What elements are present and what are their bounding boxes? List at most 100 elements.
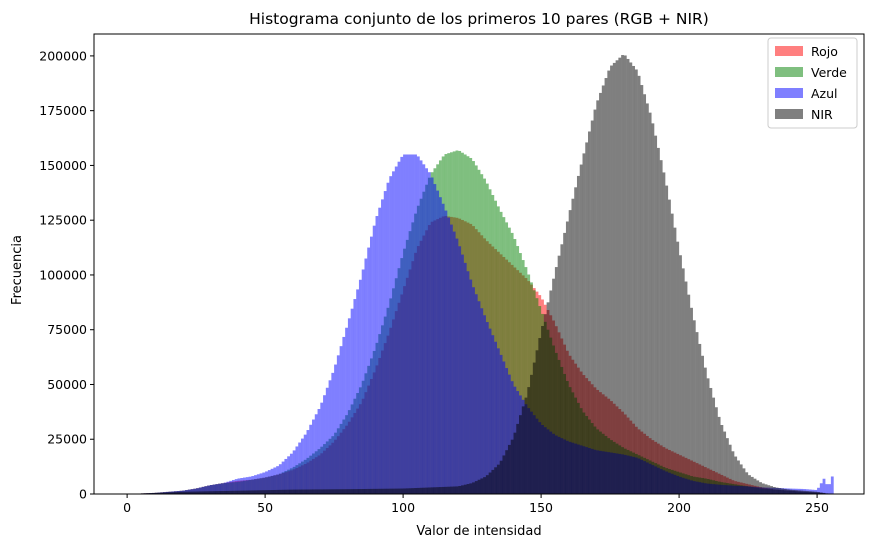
histogram-bar [364,488,368,494]
histogram-bar [541,325,544,494]
legend-label: Azul [811,86,838,101]
legend-label: Verde [811,65,847,80]
histogram-bar [190,489,194,494]
histogram-bar [505,222,509,494]
histogram-bar [618,57,622,494]
histogram-bar [433,487,437,494]
histogram-bar [640,85,644,494]
histogram-bar [770,486,773,494]
histogram-bar [819,483,823,494]
histogram-bar [477,301,481,494]
histogram-bar [298,489,302,494]
histogram-bar [433,184,437,495]
histogram-bar [174,492,177,494]
histogram-bar [485,475,489,494]
histogram-bar [334,489,337,494]
histogram-bar [369,488,373,494]
y-tick-label: 150000 [39,158,87,173]
histogram-bar [287,456,290,494]
histogram-bar [703,367,707,494]
histogram-bar [783,488,787,494]
histogram-bar [792,489,796,494]
x-tick-label: 100 [391,500,415,515]
histogram-bar [750,476,754,494]
histogram-bar [632,65,635,494]
histogram-bar [267,470,271,494]
legend-label: NIR [811,107,833,122]
legend-swatch [775,88,803,98]
histogram-bar [775,487,779,494]
histogram-bar [375,488,379,494]
histogram-bar [761,483,765,494]
histogram-bar [527,387,531,494]
histogram-bar [229,480,233,494]
histogram-bar [565,221,569,494]
histogram-bar [356,289,359,494]
histogram-bar [579,164,583,495]
histogram-bar [223,482,227,494]
histogram-bar [289,453,293,494]
x-tick-label: 250 [805,500,829,515]
histogram-bar [328,380,332,494]
histogram-bar [419,487,423,494]
histogram-bar [182,491,186,494]
histogram-bar [742,468,746,494]
histogram-bar [204,486,208,494]
histogram-bar [737,460,740,494]
histogram-bar [731,451,735,494]
y-tick-label: 175000 [39,103,87,118]
histogram-bar [593,109,597,494]
histogram-bar [527,274,531,494]
histogram-bar [557,255,561,494]
histogram-bar [458,246,462,494]
histogram-bar [576,175,580,494]
histogram-bar [687,294,691,494]
histogram-bar [444,210,448,495]
histogram-bar [474,481,478,494]
histogram-bar [499,460,503,494]
histogram-bar [825,484,829,494]
histogram-bar [530,374,533,494]
histogram-bar [828,484,831,494]
histogram-bar [292,450,296,494]
histogram-bar [607,70,611,494]
histogram-bar [163,492,166,494]
histogram-bar [259,473,263,494]
histogram-bar [623,55,627,494]
histogram-bar [543,314,547,494]
histogram-bar [425,168,428,494]
histogram-bar [317,489,321,494]
histogram-bar [670,213,674,494]
histogram-bar [212,491,216,494]
histogram-bar [690,307,693,494]
histogram-bar [513,239,517,494]
histogram-bar [367,488,371,494]
histogram-bar [411,488,415,494]
histogram-bar [469,279,473,494]
histogram-bar [386,182,390,495]
histogram-bar [312,489,315,494]
histogram-bar [215,484,219,494]
histogram-bar [447,486,451,494]
histogram-bar [461,485,464,494]
histogram-bar [278,464,282,494]
histogram-bar [350,308,354,494]
legend-swatch [775,109,803,119]
histogram-bar [808,491,812,494]
histogram-bar [292,489,296,494]
histogram-bar [483,477,486,494]
histogram-bar [712,397,716,494]
histogram-bar [389,488,393,494]
histogram-bar [441,203,445,494]
histogram-bar [303,489,307,494]
y-tick-label: 50000 [47,377,87,392]
histogram-bar [394,166,398,494]
histogram-bar [681,268,685,494]
histogram-bar [496,464,500,494]
legend: Rojo Verde Azul NIR [767,37,858,129]
histogram-bar [668,199,671,494]
histogram-bar [477,479,481,494]
histogram-bar [389,176,393,494]
histogram-bar [563,232,566,494]
histogram-bar [248,490,252,494]
